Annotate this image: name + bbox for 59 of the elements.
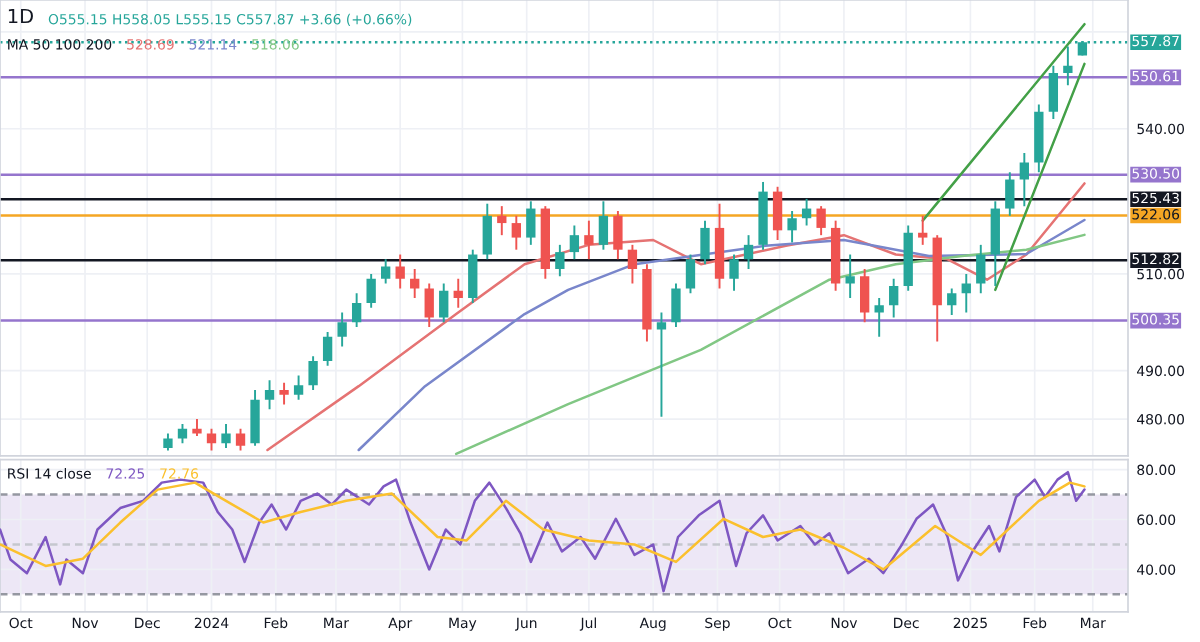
candlestick	[264, 379, 275, 411]
candlestick	[656, 311, 667, 418]
candlestick	[990, 200, 1000, 287]
candlestick	[816, 205, 826, 237]
candlestick	[177, 422, 188, 445]
candlestick	[366, 272, 376, 309]
candlestick	[526, 200, 536, 246]
candlestick	[337, 311, 347, 348]
candlestick	[1005, 171, 1015, 217]
line-series	[357, 218, 1086, 452]
candlestick	[845, 253, 855, 300]
candlestick	[743, 234, 754, 271]
candlestick	[250, 389, 260, 447]
candlestick	[584, 219, 594, 261]
candlestick	[279, 381, 289, 406]
candlestick	[860, 268, 870, 324]
candlestick	[206, 427, 217, 452]
candlestick	[511, 214, 521, 251]
candlestick	[918, 214, 928, 246]
candlestick	[381, 258, 391, 285]
candlestick	[351, 292, 362, 329]
candlestick	[569, 224, 580, 261]
candlestick	[627, 243, 638, 285]
candlestick	[322, 330, 333, 367]
candlestick	[410, 268, 420, 300]
line-series	[0, 470, 1086, 593]
line-series	[0, 481, 1086, 571]
candlestick	[976, 243, 986, 295]
candlestick	[482, 202, 492, 261]
line-series	[454, 233, 1086, 456]
candlestick	[772, 185, 783, 241]
candlestick	[598, 200, 609, 251]
candlestick	[395, 253, 405, 290]
candlestick	[468, 248, 478, 304]
candlestick	[453, 277, 463, 309]
candlestick	[439, 282, 449, 324]
candlestick	[889, 277, 899, 319]
candlestick	[1019, 151, 1029, 208]
candlestick	[700, 219, 710, 266]
candlestick	[221, 422, 231, 450]
candlestick	[497, 205, 507, 237]
chart-title: 1D	[8, 8, 33, 24]
candlestick	[555, 243, 565, 278]
candlestick	[787, 210, 797, 244]
candlestick	[961, 272, 971, 314]
candlestick	[1063, 45, 1073, 87]
candlestick	[729, 253, 739, 292]
candlestick	[874, 297, 884, 338]
candlestick	[671, 282, 681, 329]
candlestick	[613, 210, 623, 261]
candlestick	[293, 374, 304, 401]
candlestick	[424, 282, 434, 329]
line-series	[266, 182, 1086, 452]
candlestick	[1048, 64, 1059, 121]
candlestick	[685, 253, 696, 295]
candlestick	[801, 197, 812, 227]
candlestick	[235, 427, 246, 452]
candlestick	[947, 287, 957, 316]
candlestick	[308, 355, 318, 391]
